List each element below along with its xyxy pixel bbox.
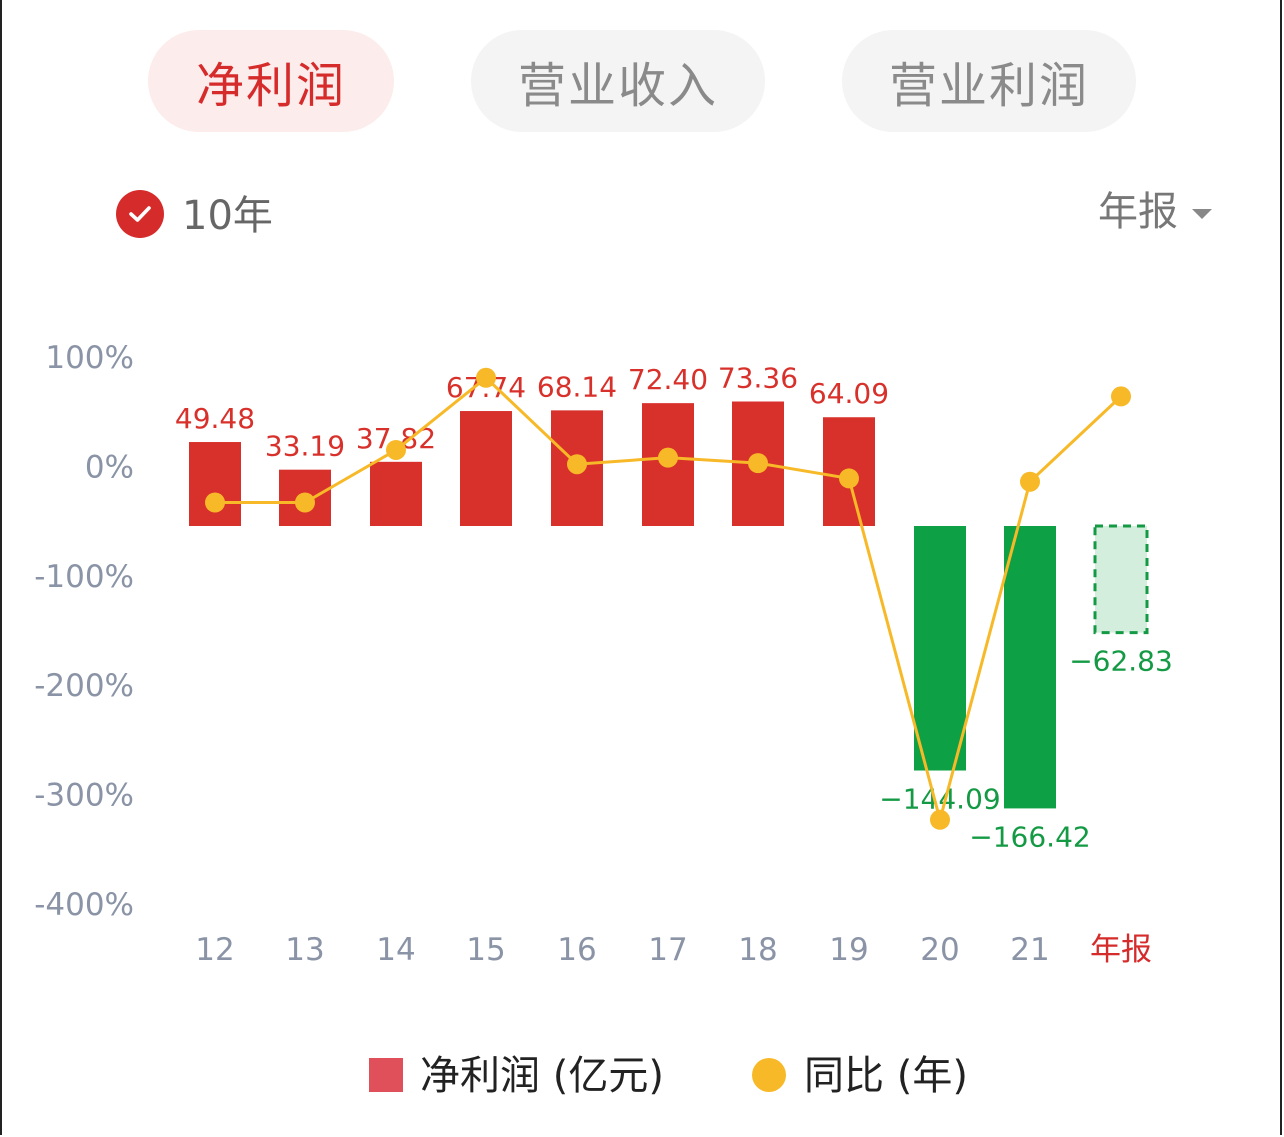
forecast-bar xyxy=(1093,524,1149,635)
check-icon[interactable] xyxy=(116,190,164,238)
x-tick-label: 13 xyxy=(285,932,324,968)
bar-legend-label: 净利润 (亿元) xyxy=(420,1053,664,1099)
profit-bar xyxy=(370,461,422,526)
bar-value-label: 72.40 xyxy=(628,363,708,396)
chart-legend: 净利润 (亿元) 同比 (年) xyxy=(0,1050,1284,1106)
x-tick-label: 年报 xyxy=(1090,932,1152,968)
yoy-point xyxy=(476,367,496,388)
line-legend-label: 同比 (年) xyxy=(804,1053,968,1099)
x-tick-label: 16 xyxy=(557,932,596,968)
y-tick-label: -200% xyxy=(34,668,134,704)
line-legend-dot xyxy=(752,1058,786,1092)
x-tick-label: 19 xyxy=(829,932,868,968)
metric-tabs: 净利润 营业收入 营业利润 xyxy=(0,30,1284,134)
options-row: 10年 年报 xyxy=(0,186,1284,246)
yoy-point xyxy=(930,809,950,830)
tab-net-profit[interactable]: 净利润 xyxy=(148,30,394,132)
y-tick-label: 0% xyxy=(85,449,134,485)
range-label[interactable]: 10年 xyxy=(182,193,273,239)
profit-bar xyxy=(1004,526,1056,809)
x-tick-label: 15 xyxy=(466,932,505,968)
profit-bar xyxy=(189,442,241,526)
x-tick-label: 14 xyxy=(376,932,415,968)
yoy-point xyxy=(658,447,678,468)
yoy-point xyxy=(748,453,768,474)
profit-bar xyxy=(914,526,966,771)
bar-value-label: 33.19 xyxy=(265,430,345,463)
period-label: 年报 xyxy=(1098,189,1178,235)
x-tick-label: 17 xyxy=(648,932,687,968)
bar-value-label: 49.48 xyxy=(175,402,255,435)
yoy-point xyxy=(567,454,587,475)
x-tick-label: 20 xyxy=(920,932,959,968)
bar-legend-swatch xyxy=(369,1058,403,1092)
x-tick-label: 18 xyxy=(738,932,777,968)
tab-revenue[interactable]: 营业收入 xyxy=(471,30,765,132)
bar-value-label: 64.09 xyxy=(809,377,889,410)
y-tick-label: -100% xyxy=(34,559,134,595)
yoy-point xyxy=(205,492,225,513)
profit-bar xyxy=(460,411,512,526)
checkmark-glyph xyxy=(129,206,151,222)
period-dropdown[interactable]: 年报 xyxy=(1098,186,1212,238)
x-tick-label: 21 xyxy=(1010,932,1049,968)
yoy-point xyxy=(839,468,859,489)
yoy-point xyxy=(1020,471,1040,492)
yoy-point xyxy=(295,492,315,513)
yoy-point xyxy=(1111,386,1131,407)
y-tick-label: -400% xyxy=(34,887,134,923)
y-tick-label: -300% xyxy=(34,778,134,814)
bar-value-label: 68.14 xyxy=(537,370,617,403)
bar-value-label: −62.83 xyxy=(1069,645,1173,678)
bar-value-label: 73.36 xyxy=(718,362,798,395)
y-tick-label: 100% xyxy=(45,340,134,376)
yoy-point xyxy=(386,439,406,460)
x-tick-label: 12 xyxy=(195,932,234,968)
tab-operating-profit[interactable]: 营业利润 xyxy=(842,30,1136,132)
caret-down-icon xyxy=(1192,209,1212,219)
bar-value-label: −166.42 xyxy=(969,820,1090,853)
